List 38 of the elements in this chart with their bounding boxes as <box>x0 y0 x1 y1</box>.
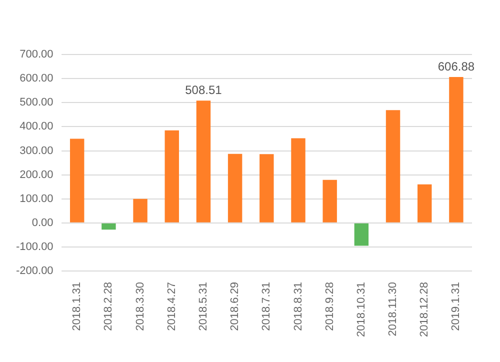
y-tick-label: 500.00 <box>20 96 54 109</box>
x-tick-label: 2018.1.31 <box>71 282 84 331</box>
x-tick-label: 2018.2.28 <box>102 282 115 331</box>
y-tick-label: 0.00 <box>32 216 54 229</box>
x-tick-label: 2018.12.28 <box>418 282 431 338</box>
x-tick-label: 2018.11.30 <box>387 282 400 336</box>
y-tick-label: 600.00 <box>20 72 54 85</box>
x-tick-label: 2018.3.30 <box>134 282 146 331</box>
data-label: 508.51 <box>185 82 222 97</box>
y-tick-label: 300.00 <box>20 144 54 157</box>
y-tick-label: 100.00 <box>20 192 54 205</box>
x-tick-label: 2019.1.31 <box>450 282 462 331</box>
y-tick-label: 200.00 <box>20 168 54 181</box>
x-tick-label: 2018.4.27 <box>166 282 178 331</box>
data-label: 606.88 <box>438 59 475 74</box>
bar <box>449 76 464 222</box>
x-tick-label: 2018.10.31 <box>355 282 368 338</box>
x-tick-label: 2018.5.31 <box>198 282 210 331</box>
x-tick-label: 2018.8.31 <box>292 282 304 331</box>
bar <box>418 184 432 222</box>
bar <box>102 223 116 230</box>
bar <box>228 154 242 222</box>
y-tick-label: -100.00 <box>16 240 54 253</box>
bar <box>291 138 306 222</box>
y-tick-label: 700.00 <box>20 48 54 61</box>
bar <box>196 100 211 222</box>
bar <box>164 130 179 222</box>
y-tick-label: -200.00 <box>16 264 54 277</box>
bar <box>354 223 369 246</box>
bar <box>260 154 274 222</box>
bar <box>386 110 400 222</box>
bar <box>322 180 337 222</box>
bar <box>70 138 84 222</box>
x-tick-label: 2018.9.28 <box>324 282 336 331</box>
x-tick-label: 2018.6.29 <box>229 282 242 331</box>
bar <box>133 198 148 222</box>
y-tick-label: 400.00 <box>20 120 54 133</box>
x-tick-label: 2018.7.31 <box>260 282 273 331</box>
